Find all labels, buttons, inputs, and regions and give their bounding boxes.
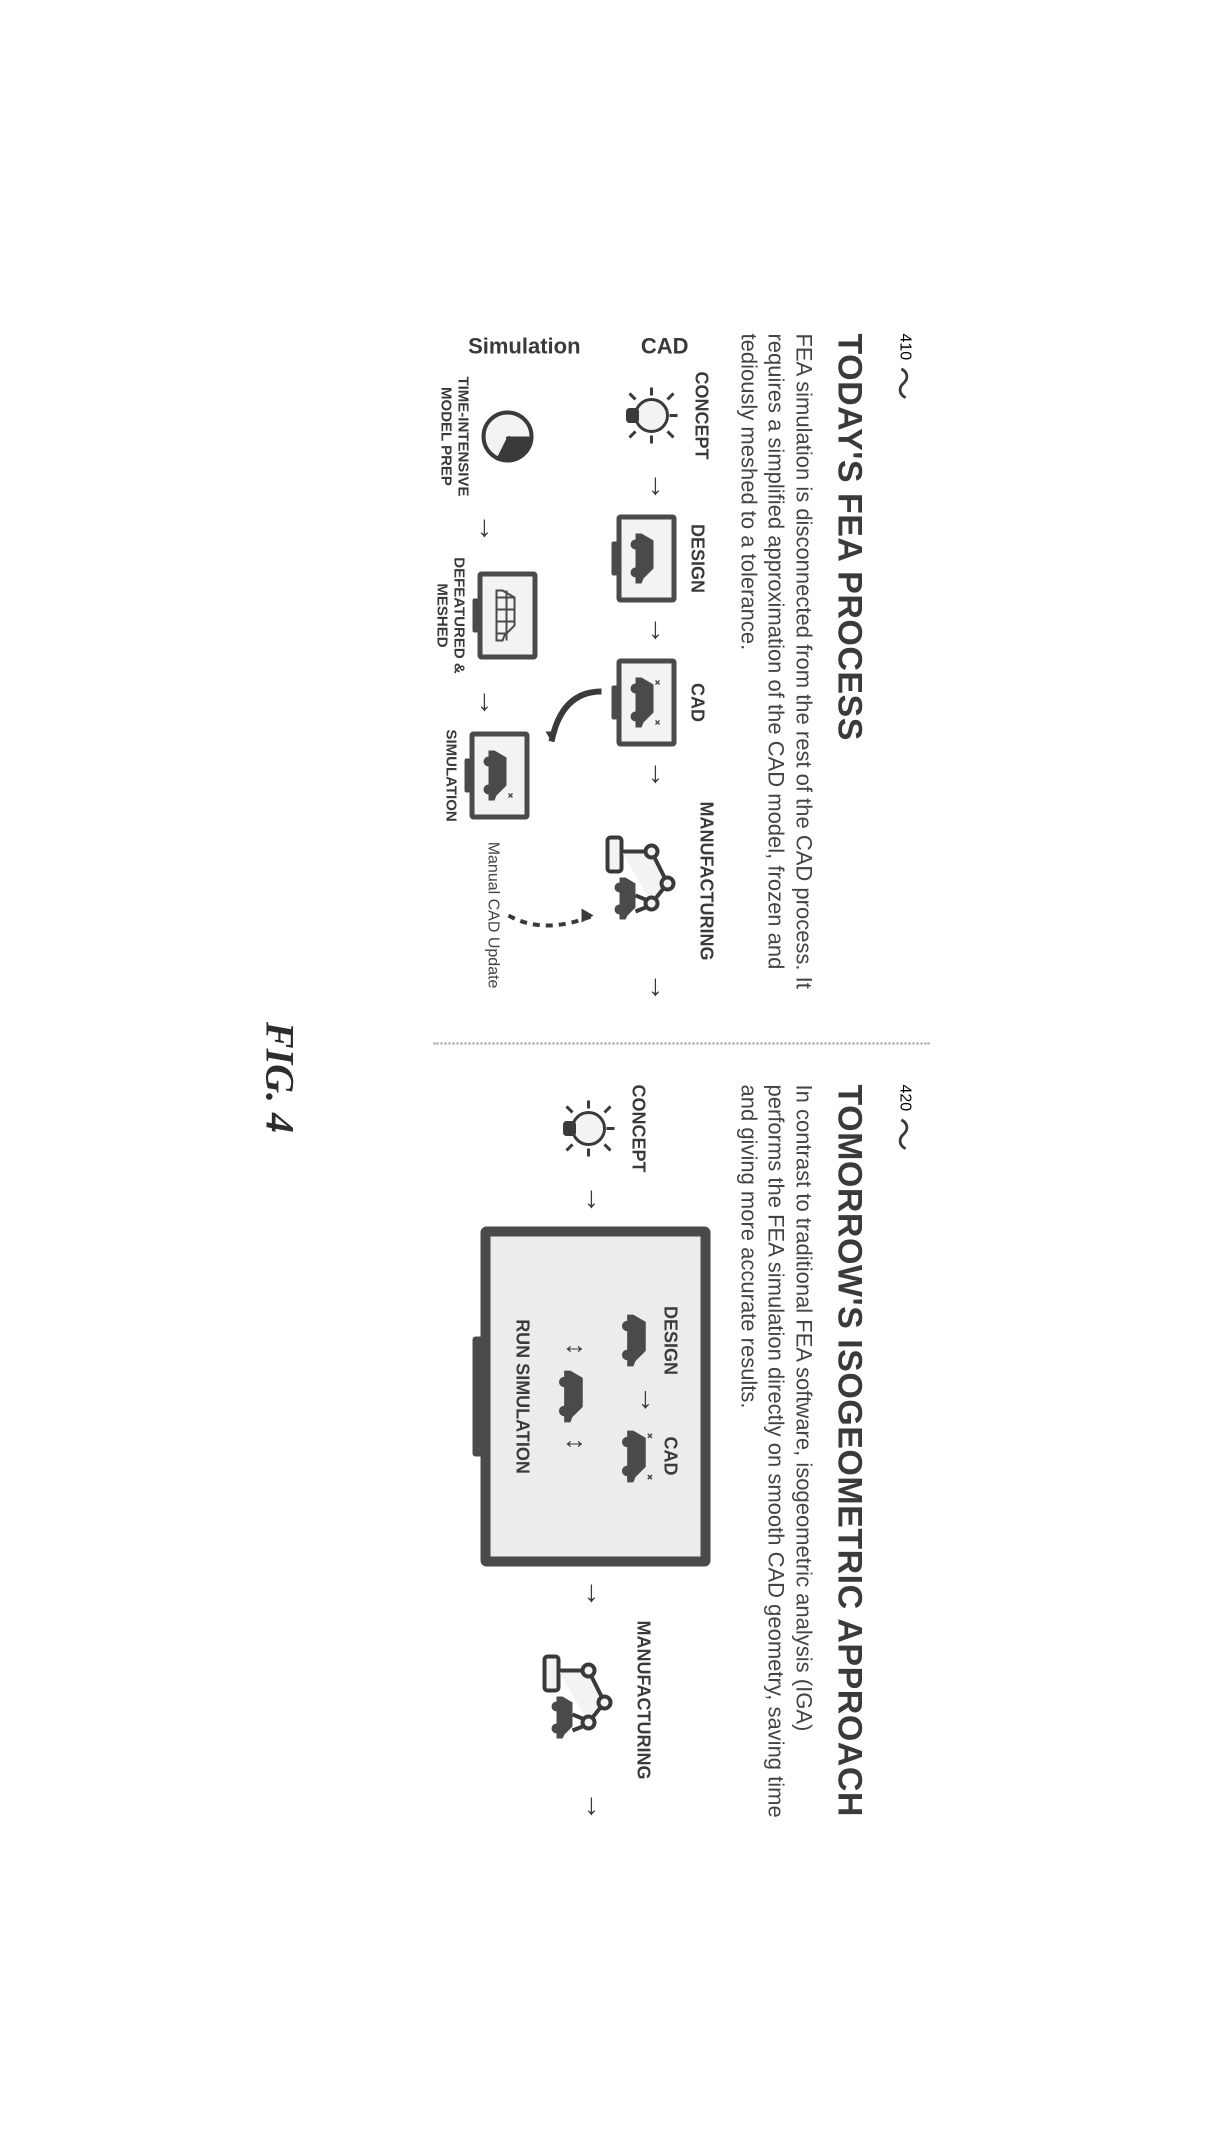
double-arrow-icon: ↕ — [561, 1437, 592, 1450]
left-panel: 410 〜 TODAY'S FEA PROCESS FEA simulation… — [434, 333, 930, 1002]
simulation-label: SIMULATION — [443, 729, 460, 821]
monitor-icon — [478, 571, 538, 659]
right-title: TOMORROW'S ISOGEOMETRIC APPROACH — [830, 1084, 869, 1821]
ref-swoosh-icon: 〜 — [881, 366, 930, 400]
arrow-icon: → — [579, 1791, 613, 1821]
lightbulb-icon — [607, 381, 687, 449]
step-cad: CAD — [611, 657, 708, 747]
car-sim-icon — [557, 1365, 595, 1427]
step-concept: CONCEPT — [607, 371, 712, 459]
cad-flow-row: CONCEPT — [602, 371, 717, 1002]
design-label: DESIGN — [687, 523, 708, 592]
arrow-icon: → — [579, 1184, 613, 1214]
arrow-icon: → — [633, 1385, 667, 1415]
figure-content: 410 〜 TODAY'S FEA PROCESS FEA simulation… — [394, 293, 970, 1861]
monitor-icon — [617, 514, 677, 602]
left-flows: CAD Simulation CONCEPT — [434, 333, 723, 1002]
mfg-label-r: MANUFACTURING — [633, 1620, 654, 1779]
right-panel: 420 〜 TOMORROW'S ISOGEOMETRIC APPROACH I… — [481, 1084, 930, 1821]
left-desc: FEA simulation is disconnected from the … — [735, 333, 818, 1002]
arrow-icon: → — [472, 687, 506, 717]
car-sparkle-icon — [630, 672, 664, 732]
car-mesh-icon — [491, 585, 525, 645]
bm-cad-label: CAD — [660, 1436, 681, 1475]
arrow-icon: → — [579, 1578, 613, 1608]
arrow-icon: → — [472, 513, 506, 543]
iga-flow-row: CONCEPT — [481, 1084, 711, 1821]
step-design: DESIGN — [611, 513, 708, 603]
arrow-icon: → — [643, 759, 677, 789]
left-title: TODAY'S FEA PROCESS — [830, 333, 869, 1002]
car-icon — [630, 528, 664, 588]
step-manufacturing-r: MANUFACTURING — [539, 1620, 654, 1779]
bm-design-label: DESIGN — [660, 1306, 681, 1375]
time-prep-label: TIME-INTENSIVE MODEL PREP — [438, 371, 472, 501]
ref-410-text: 410 — [896, 333, 914, 360]
step-concept-r: CONCEPT — [544, 1084, 649, 1172]
lightbulb-icon — [544, 1094, 624, 1162]
clock-icon — [476, 404, 540, 468]
sim-flow-row: TIME-INTENSIVE MODEL PREP → — [434, 371, 544, 1002]
concept-label-r: CONCEPT — [628, 1084, 649, 1172]
right-desc: In contrast to traditional FEA software,… — [735, 1084, 818, 1821]
concept-label: CONCEPT — [691, 371, 712, 459]
manual-update-label: Manual CAD Update — [484, 841, 502, 988]
monitor-icon — [617, 658, 677, 746]
car-sim-icon — [483, 745, 517, 805]
step-manufacturing: MANUFACTURING — [602, 801, 717, 960]
dashed-arrow-up-icon — [504, 880, 604, 950]
side-label-cad: CAD — [641, 333, 689, 359]
connector-down-icon — [542, 681, 602, 751]
mfg-label: MANUFACTURING — [696, 801, 717, 960]
figure-label: FIG. 4 — [257, 1021, 304, 1132]
robot-arm-icon — [539, 1652, 629, 1748]
step-simulation: SIMULATION — [443, 729, 536, 821]
step-defeatured: DEFEATURED & MESHED — [434, 555, 544, 675]
panel-divider — [434, 1042, 930, 1044]
cad-label: CAD — [687, 683, 708, 722]
bm-runsim-label: RUN SIMULATION — [512, 1319, 533, 1474]
step-time-prep: TIME-INTENSIVE MODEL PREP — [438, 371, 540, 501]
arrow-icon: → — [643, 972, 677, 1002]
ref-410: 410 〜 — [881, 333, 930, 1002]
monitor-icon — [470, 731, 530, 819]
robot-arm-icon — [602, 833, 692, 929]
car-sparkle-icon — [620, 1425, 658, 1487]
ref-swoosh-icon: 〜 — [881, 1117, 930, 1151]
double-arrow-icon: ↕ — [561, 1342, 592, 1355]
ref-420-text: 420 — [896, 1084, 914, 1111]
car-icon — [620, 1309, 658, 1371]
arrow-icon: → — [643, 471, 677, 501]
side-label-sim: Simulation — [469, 333, 581, 359]
arrow-icon: → — [643, 615, 677, 645]
ref-420: 420 〜 — [881, 1084, 930, 1821]
defeatured-label: DEFEATURED & MESHED — [434, 555, 468, 675]
integrated-monitor: DESIGN → CAD — [481, 1226, 711, 1566]
